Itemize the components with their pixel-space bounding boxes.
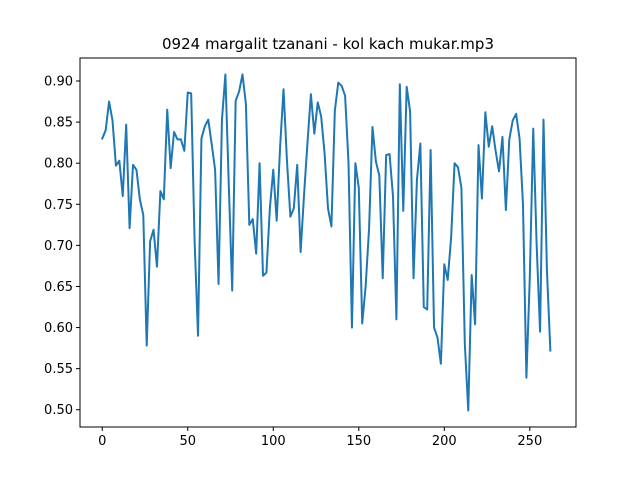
y-tick-label: 0.70 bbox=[44, 239, 73, 254]
y-tick-label: 0.85 bbox=[44, 116, 73, 131]
x-tick-label: 250 bbox=[517, 434, 542, 449]
y-tick-label: 0.80 bbox=[44, 157, 73, 172]
x-tick-label: 100 bbox=[261, 434, 286, 449]
chart-title: 0924 margalit tzanani - kol kach mukar.m… bbox=[162, 35, 494, 53]
x-tick-label: 0 bbox=[98, 434, 106, 449]
plot-area bbox=[100, 73, 552, 412]
y-tick-label: 0.65 bbox=[44, 280, 73, 295]
y-tick-label: 0.50 bbox=[44, 403, 73, 418]
x-tick-label: 200 bbox=[432, 434, 457, 449]
x-axis: 0 50 100 150 200 250 bbox=[98, 427, 542, 449]
x-tick-label: 150 bbox=[346, 434, 371, 449]
y-tick-label: 0.55 bbox=[44, 362, 73, 377]
y-axis: 0.50 0.55 0.60 0.65 0.70 0.75 0.80 0.85 0.90 bbox=[44, 75, 80, 418]
series-line-0 bbox=[100, 73, 552, 412]
x-tick-label: 50 bbox=[179, 434, 196, 449]
y-tick-label: 0.75 bbox=[44, 198, 73, 213]
y-tick-label: 0.60 bbox=[44, 321, 73, 336]
axes-frame bbox=[79, 57, 577, 428]
y-tick-label: 0.90 bbox=[44, 75, 73, 90]
